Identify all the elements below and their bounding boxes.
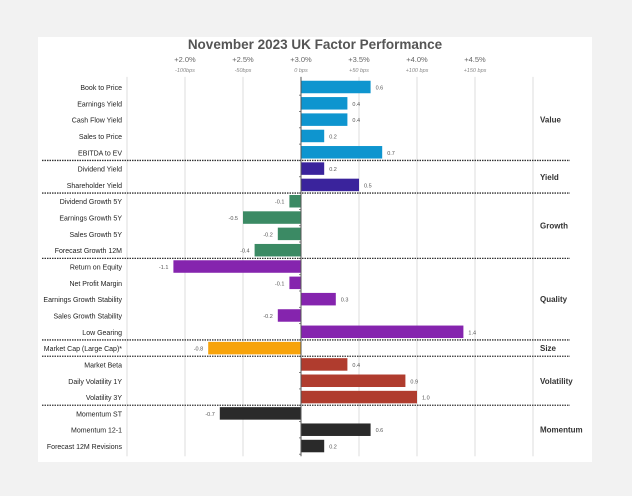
data-label: -0.1 (275, 200, 284, 206)
data-label: 0.2 (329, 134, 337, 140)
bar (289, 194, 301, 208)
data-label: 0.3 (341, 298, 349, 304)
bar (301, 146, 383, 159)
bar (301, 390, 417, 404)
factor-label: Cash Flow Yield (72, 118, 122, 125)
top-axis-sublabel: -50bps (235, 68, 252, 74)
group-label: Size (540, 344, 557, 353)
factor-label: Dividend Yield (78, 167, 122, 174)
factor-label: Forecast 12M Revisions (47, 444, 123, 451)
data-label: 0.4 (352, 102, 360, 108)
factor-label: Momentum ST (76, 411, 123, 418)
factor-label: EBITDA to EV (78, 150, 122, 157)
data-label: 1.0 (422, 396, 430, 402)
bar (301, 374, 406, 388)
data-label: -0.8 (194, 347, 203, 353)
data-label: 0.4 (352, 118, 360, 124)
factor-label: Market Cap (Large Cap)* (44, 346, 122, 353)
bar (173, 260, 301, 273)
bar (301, 97, 348, 110)
top-axis-label: +2.5% (232, 55, 254, 64)
data-label: 0.9 (410, 379, 418, 385)
data-label: -0.1 (275, 281, 284, 287)
factor-label: Shareholder Yield (67, 183, 122, 190)
factor-label: Earnings Growth Stability (43, 297, 122, 304)
top-axis-label: +4.0% (406, 55, 428, 64)
data-label: 0.2 (329, 445, 337, 451)
data-label: 0.2 (329, 167, 337, 173)
bar (301, 358, 348, 371)
factor-label: Net Profit Margin (69, 281, 122, 288)
group-label: Volatility (540, 377, 573, 386)
bar (301, 178, 359, 192)
data-label: 1.4 (468, 330, 476, 336)
bar (301, 439, 325, 453)
bar (301, 162, 325, 175)
top-axis-sublabel: +50 bps (349, 68, 369, 74)
factor-label: Earnings Yield (77, 101, 122, 108)
bar (301, 292, 336, 306)
group-label: Value (540, 116, 561, 125)
data-label: -0.2 (263, 314, 272, 320)
factor-label: Dividend Growth 5Y (60, 199, 123, 206)
bar (301, 80, 371, 94)
data-label: -1.1 (159, 265, 168, 271)
data-label: 0.6 (376, 86, 384, 92)
bar (301, 423, 371, 436)
group-label: Growth (540, 222, 568, 231)
bar (254, 243, 301, 257)
data-label: -0.5 (229, 216, 238, 222)
bar (208, 341, 301, 355)
top-axis-label: +4.5% (464, 55, 486, 64)
top-axis-label: +3.5% (348, 55, 370, 64)
bar (289, 276, 301, 290)
group-label: Quality (540, 295, 568, 304)
factor-label: Daily Volatility 1Y (68, 379, 122, 386)
data-label: -0.2 (263, 232, 272, 238)
chart-title: November 2023 UK Factor Performance (188, 37, 443, 52)
top-axis-sublabel: -100bps (175, 68, 195, 74)
bar (301, 113, 348, 126)
bar (219, 407, 301, 420)
data-label: 0.6 (376, 428, 384, 434)
factor-label: Low Gearing (82, 330, 122, 337)
factor-label: Sales to Price (79, 134, 122, 141)
data-label: 0.7 (387, 151, 395, 157)
bar (277, 227, 301, 241)
group-label: Momentum (540, 426, 583, 435)
factor-label: Market Beta (84, 362, 122, 369)
bar (277, 309, 301, 322)
factor-label: Sales Growth Stability (54, 313, 123, 320)
factor-label: Forecast Growth 12M (55, 248, 122, 255)
factor-label: Book to Price (80, 85, 122, 92)
factor-label: Momentum 12-1 (71, 428, 122, 435)
factor-label: Volatility 3Y (86, 395, 123, 402)
bar (243, 211, 301, 224)
factor-label: Earnings Growth 5Y (59, 216, 122, 223)
top-axis-sublabel: 0 bps (294, 68, 308, 74)
factor-label: Sales Growth 5Y (69, 232, 122, 239)
group-label: Yield (540, 173, 559, 182)
top-axis-label: +3.0% (290, 55, 312, 64)
data-label: 0.5 (364, 183, 372, 189)
bar (301, 325, 464, 339)
data-label: -0.4 (240, 249, 249, 255)
data-label: 0.4 (352, 363, 360, 369)
factor-label: Return on Equity (70, 265, 123, 272)
top-axis-sublabel: +100 bps (406, 68, 429, 74)
data-label: -0.7 (205, 412, 214, 418)
top-axis-label: +2.0% (174, 55, 196, 64)
bar (301, 129, 325, 143)
top-axis-sublabel: +150 bps (464, 68, 487, 74)
